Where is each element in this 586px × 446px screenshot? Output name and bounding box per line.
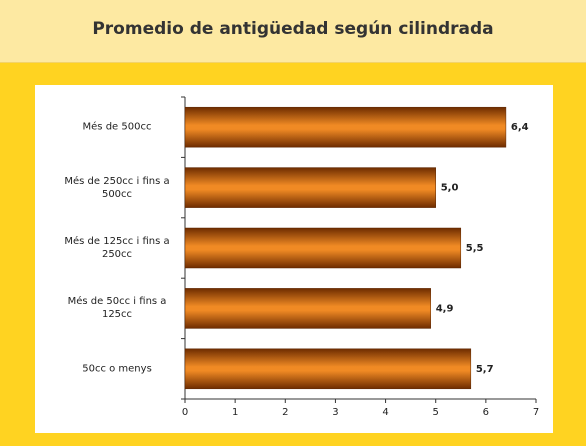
x-tick-label: 5: [433, 407, 439, 418]
bar: [184, 167, 436, 208]
x-tick-label: 6: [483, 407, 489, 418]
y-tick-label: Més de 500cc: [82, 121, 152, 133]
bar: [184, 227, 462, 269]
x-tick-label: 1: [232, 407, 238, 418]
x-tick-label: 3: [332, 407, 338, 418]
value-label: 5,7: [476, 364, 494, 375]
bar: [184, 106, 507, 148]
bar: [184, 288, 431, 329]
value-label: 6,4: [511, 122, 529, 133]
y-tick-label: Més de 250cc i fins a 500cc: [64, 175, 170, 200]
value-label: 4,9: [436, 303, 454, 314]
x-tick-label: 4: [382, 407, 388, 418]
x-tick-label: 0: [182, 407, 188, 418]
y-tick-label: 50cc o menys: [82, 363, 152, 375]
x-tick-label: 2: [282, 407, 288, 418]
y-tick-label: Més de 125cc i fins a 250cc: [64, 236, 170, 260]
chart-title: Promedio de antigüedad según cilindrada: [92, 19, 494, 39]
value-label: 5,0: [441, 183, 459, 194]
value-label: 5,5: [466, 243, 484, 254]
title-bar: Promedio de antigüedad según cilindrada: [0, 0, 586, 63]
bar: [184, 348, 472, 390]
x-tick-label: 7: [533, 407, 539, 418]
y-tick-label: Més de 50cc i fins a 125cc: [67, 296, 167, 321]
